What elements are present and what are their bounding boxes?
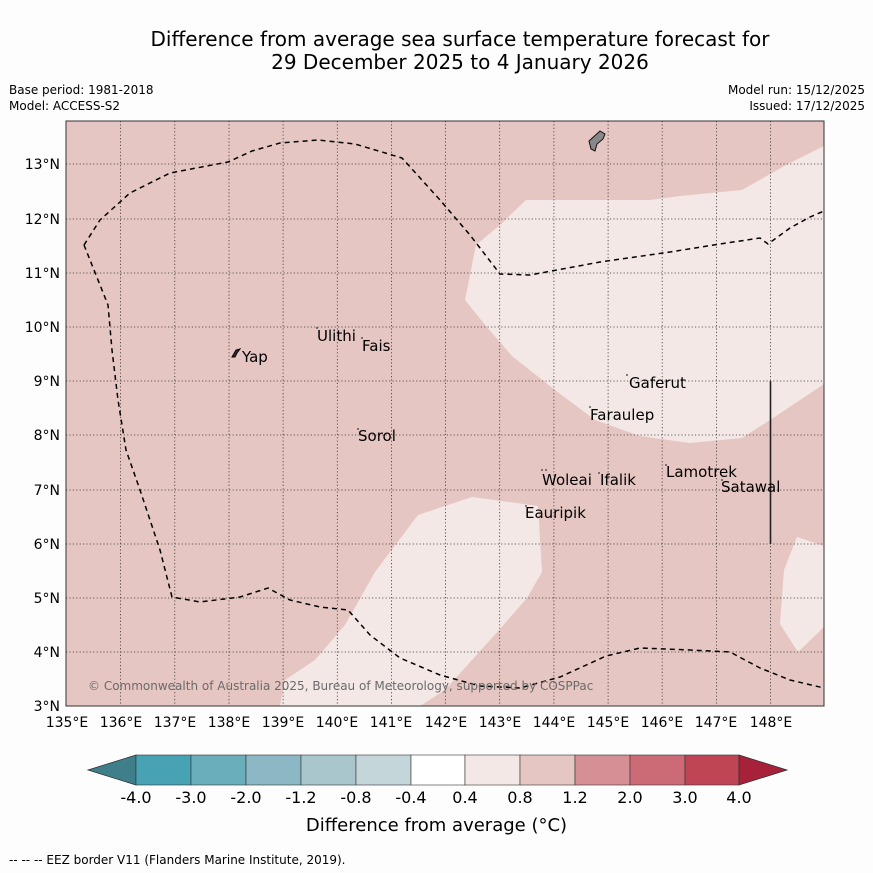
colorbar-tick: -0.8 [340, 788, 372, 807]
lat-tick: 6°N [34, 537, 60, 553]
lat-tick: 11°N [25, 266, 60, 282]
base-period: Base period: 1981-2018 [9, 83, 154, 97]
lon-tick: 137°E [154, 715, 197, 731]
anomaly-region-south [280, 497, 542, 706]
lat-tick: 5°N [34, 591, 60, 607]
colorbar-segment [519, 754, 576, 786]
island-dots [316, 327, 723, 507]
title-line-2: 29 December 2025 to 4 January 2026 [271, 50, 649, 74]
lon-tick: 148°E [750, 715, 793, 731]
colorbar-segment [355, 754, 412, 786]
lon-tick: 136°E [100, 715, 143, 731]
colorbar-extend-low [86, 754, 137, 786]
lon-tick: 135°E [46, 715, 89, 731]
lon-tick: 140°E [316, 715, 359, 731]
colorbar-segment [574, 754, 631, 786]
lon-tick-labels: 135°E 136°E 137°E 138°E 139°E 140°E 141°… [46, 715, 793, 731]
colorbar-tick: 0.4 [452, 788, 478, 807]
eez-border-west [83, 244, 824, 689]
colorbar-tick: -2.0 [230, 788, 262, 807]
lon-tick: 143°E [479, 715, 522, 731]
colorbar-tick: 3.0 [672, 788, 698, 807]
label-faraulep: Faraulep [590, 406, 654, 424]
lat-tick: 10°N [25, 320, 60, 336]
colorbar-segment [135, 754, 192, 786]
colorbar-segment [300, 754, 357, 786]
copyright-notice: © Commonwealth of Australia 2025, Bureau… [88, 679, 593, 693]
colorbar-tick: -4.0 [120, 788, 152, 807]
model-name: Model: ACCESS-S2 [9, 99, 121, 113]
colorbar-segment [190, 754, 247, 786]
lon-tick: 139°E [262, 715, 305, 731]
model-run: Model run: 15/12/2025 [727, 83, 865, 97]
label-gaferut: Gaferut [629, 374, 686, 392]
colorbar-tick: 4.0 [726, 788, 752, 807]
lat-tick: 3°N [34, 699, 60, 715]
label-woleai: Woleai [542, 471, 592, 489]
lat-tick: 12°N [25, 212, 60, 228]
colorbar-tick: 1.2 [562, 788, 588, 807]
guam-island [588, 130, 606, 152]
label-ifalik: Ifalik [600, 471, 636, 489]
anomaly-region-east [780, 537, 824, 652]
lat-tick: 13°N [25, 157, 60, 173]
eez-border-main [83, 139, 824, 276]
colorbar [86, 754, 789, 786]
lat-tick-labels: 3°N 4°N 5°N 6°N 7°N 8°N 9°N 10°N 11°N 12… [25, 157, 60, 715]
colorbar-segment [464, 754, 521, 786]
colorbar-segment [410, 754, 466, 786]
title-line-1: Difference from average sea surface temp… [150, 27, 770, 51]
eez-footnote: -- -- -- EEZ border V11 (Flanders Marine… [9, 853, 346, 867]
label-fais: Fais [362, 337, 391, 355]
colorbar-tick: -0.4 [395, 788, 427, 807]
map-frame [65, 120, 825, 707]
lon-tick: 138°E [208, 715, 251, 731]
meta-right: Model run: 15/12/2025 Issued: 17/12/2025 [728, 82, 865, 114]
colorbar-segment [629, 754, 686, 786]
lon-tick: 141°E [370, 715, 413, 731]
colorbar-title: Difference from average (°C) [305, 815, 568, 836]
lat-gridlines [66, 163, 824, 653]
colorbar-tick: -1.2 [285, 788, 317, 807]
lon-tick: 147°E [695, 715, 738, 731]
lat-tick: 9°N [34, 374, 60, 390]
lat-tick: 8°N [34, 428, 60, 444]
label-lamotrek: Lamotrek [666, 463, 737, 481]
label-eauripik: Eauripik [525, 504, 586, 522]
label-sorol: Sorol [358, 427, 396, 445]
lon-tick: 142°E [425, 715, 468, 731]
lon-tick: 145°E [587, 715, 630, 731]
lon-tick: 146°E [641, 715, 684, 731]
lat-tick: 4°N [34, 645, 60, 661]
place-labels: Yap Ulithi Fais Sorol Gaferut Faraulep W… [241, 327, 780, 522]
issued-date: Issued: 17/12/2025 [749, 99, 865, 113]
colorbar-tick: 0.8 [507, 788, 533, 807]
colorbar-segment [684, 754, 740, 786]
label-yap: Yap [241, 348, 268, 366]
lon-tick: 144°E [533, 715, 576, 731]
meta-left: Base period: 1981-2018 Model: ACCESS-S2 [9, 82, 154, 114]
label-ulithi: Ulithi [317, 327, 356, 345]
colorbar-segment [245, 754, 302, 786]
colorbar-extend-high [738, 754, 789, 786]
anomaly-region-northeast [465, 146, 824, 443]
colorbar-tick: -3.0 [175, 788, 207, 807]
colorbar-tick: 2.0 [617, 788, 643, 807]
lat-tick: 7°N [34, 483, 60, 499]
yap-island [231, 348, 242, 358]
chart-title: Difference from average sea surface temp… [60, 28, 860, 74]
label-satawal: Satawal [721, 478, 780, 496]
